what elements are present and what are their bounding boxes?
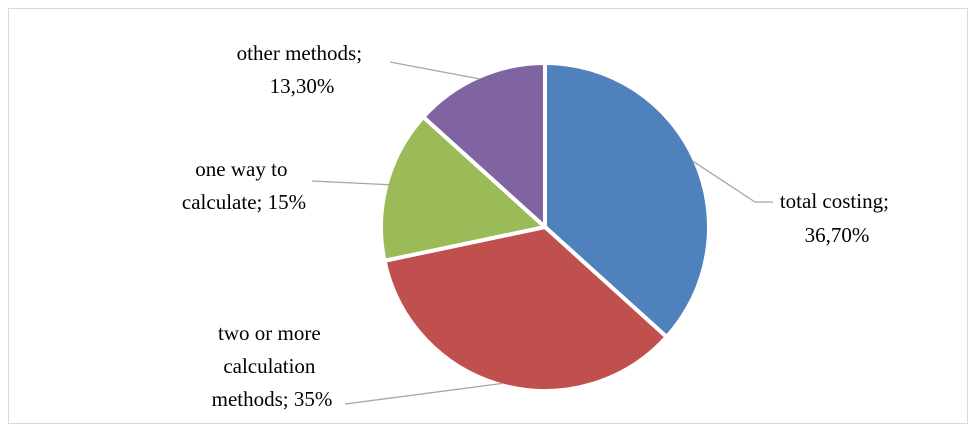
data-label-line: total costing; [780,189,889,213]
pie-slices [379,61,711,394]
data-label-total-costing: total costing; 36,70% [780,189,894,247]
pie-slice-other-methods [421,61,547,229]
data-label-two-or-more-calculation-methods: two or more calculation methods; 35% [212,321,333,411]
data-label-line: other methods; [237,41,362,65]
data-label-one-way-to-calculate: one way to calculate; 15% [182,157,306,214]
leader-line-two-or-more-calculation-methods [344,382,503,405]
data-label-line: calculate; 15% [182,190,306,214]
leader-lines [311,61,773,405]
pie-slice-total-costing [543,61,711,339]
data-label-line: one way to [195,157,287,181]
data-label-other-methods: other methods; 13,30% [237,41,368,98]
data-label-line: calculation [223,354,316,378]
leader-line-total-costing [692,160,773,203]
leader-line-other-methods [389,61,480,80]
pie-slice-two-or-more-calculation-methods [382,225,669,394]
data-label-line: two or more [218,321,321,345]
data-label-line: methods; 35% [212,387,333,411]
leader-line-one-way-to-calculate [311,180,389,186]
data-label-line: 36,70% [805,223,870,247]
data-label-line: 13,30% [270,74,335,98]
